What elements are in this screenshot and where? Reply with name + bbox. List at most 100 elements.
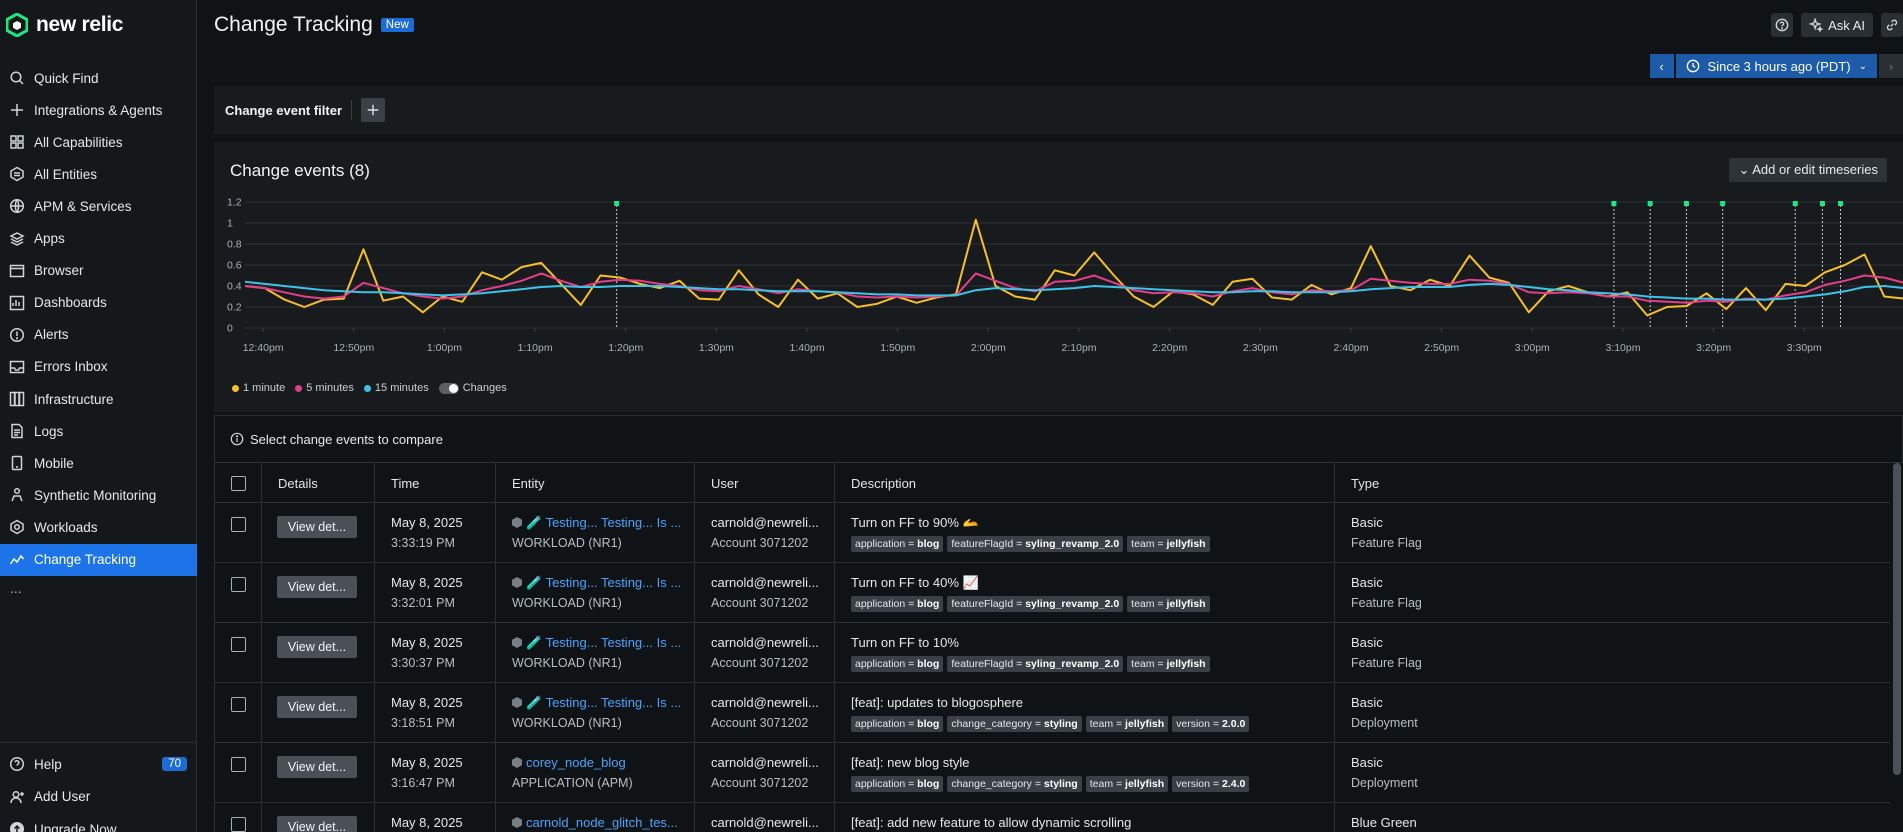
table-row[interactable]: View det... May 8, 2025 3:32:01 PM 🧪 Testin… — [215, 563, 1890, 623]
entity-link[interactable]: 🧪 Testing... Testing... Is ... — [526, 575, 682, 590]
view-details-button[interactable]: View det... — [277, 576, 357, 598]
legend-item-5-minutes[interactable]: 5 minutes — [295, 382, 354, 394]
view-details-button[interactable]: View det... — [277, 636, 357, 658]
sidebar-item-all-capabilities[interactable]: All Capabilities — [0, 126, 197, 158]
sidebar-item-alerts[interactable]: Alerts — [0, 319, 197, 351]
legend-item-15-minutes[interactable]: 15 minutes — [363, 382, 429, 394]
change-marker[interactable] — [1838, 201, 1844, 206]
legend-item-1-minute[interactable]: 1 minute — [232, 382, 285, 394]
time-cell: May 8, 2025 3:16:47 PM — [375, 743, 496, 803]
tag-chip[interactable]: team = jellyfish — [1085, 716, 1169, 732]
add-timeseries-button[interactable]: ⌄ Add or edit timeseries — [1729, 158, 1887, 182]
tag-chip[interactable]: application = blog — [851, 596, 944, 612]
sidebar-item-label: Dashboards — [34, 295, 107, 311]
sidebar-item-label: Workloads — [34, 519, 98, 535]
sidebar-item-help[interactable]: Help 70 — [0, 748, 197, 780]
brand-logo[interactable]: new relic — [0, 0, 196, 50]
tag-chip[interactable]: team = jellyfish — [1127, 656, 1210, 672]
sidebar-item-workloads[interactable]: Workloads — [0, 511, 197, 543]
sidebar-item-integrations-agents[interactable]: Integrations & Agents — [0, 94, 197, 126]
tag-chip[interactable]: featureFlagId = syling_revamp_2.0 — [947, 656, 1124, 672]
view-details-button[interactable]: View det... — [277, 816, 357, 832]
sidebar-item-dashboards[interactable]: Dashboards — [0, 287, 197, 319]
view-details-button[interactable]: View det... — [277, 516, 357, 538]
series-line-15-minutes[interactable] — [244, 280, 1903, 301]
view-details-button[interactable]: View det... — [277, 696, 357, 718]
tag-chip[interactable]: change_category = styling — [947, 716, 1082, 732]
table-scrollbar[interactable] — [1893, 463, 1901, 775]
sidebar-item-mobile[interactable]: Mobile — [0, 447, 197, 479]
row-checkbox[interactable] — [231, 637, 246, 652]
sidebar-item-browser[interactable]: Browser — [0, 255, 197, 287]
ask-ai-button[interactable]: Ask AI — [1801, 13, 1873, 37]
time-range-button[interactable]: Since 3 hours ago (PDT) ⌄ — [1675, 54, 1877, 78]
sidebar-item-logs[interactable]: Logs — [0, 415, 197, 447]
entity-link[interactable]: 🧪 Testing... Testing... Is ... — [526, 515, 682, 530]
series-line-1-minute[interactable] — [244, 218, 1903, 317]
tag-chip[interactable]: team = jellyfish — [1127, 536, 1210, 552]
table-row[interactable]: View det... May 8, 2025 3:30:37 PM 🧪 Testin… — [215, 623, 1890, 683]
sidebar-item-all-entities[interactable]: All Entities — [0, 158, 197, 190]
column-header-type[interactable]: Type — [1351, 475, 1380, 491]
tag-chip[interactable]: application = blog — [851, 536, 944, 552]
line-chart[interactable]: 1.2 1 0.8 0.6 0.4 0.2 0 12:40pm 12:50pm 1:00pm 1:1… — [214, 190, 1903, 380]
row-checkbox[interactable] — [231, 577, 246, 592]
sidebar-item-apps[interactable]: Apps — [0, 223, 197, 255]
copy-link-button[interactable] — [1881, 13, 1903, 37]
tag-chip[interactable]: version = 2.4.0 — [1172, 776, 1250, 792]
row-checkbox[interactable] — [231, 817, 246, 832]
table-row[interactable]: View det... May 8, 2025 3:16:47 PM corey_no… — [215, 743, 1890, 803]
row-checkbox[interactable] — [231, 757, 246, 772]
sidebar-item-quick-find[interactable]: Quick Find — [0, 62, 197, 94]
change-marker[interactable] — [1720, 201, 1726, 206]
change-marker[interactable] — [1647, 201, 1653, 206]
time-next-button[interactable]: › — [1879, 54, 1903, 78]
sidebar-item-change-tracking[interactable]: Change Tracking — [0, 543, 197, 576]
column-header-description[interactable]: Description — [835, 463, 1335, 503]
tag-chip[interactable]: application = blog — [851, 656, 944, 672]
view-details-button[interactable]: View det... — [277, 756, 357, 778]
sidebar-item-add-user[interactable]: Add User — [0, 781, 197, 813]
time-prev-button[interactable]: ‹ — [1649, 54, 1674, 78]
sidebar-item-apm-services[interactable]: APM & Services — [0, 190, 197, 222]
entity-link[interactable]: corey_node_blog — [526, 755, 626, 770]
entity-link[interactable]: 🧪 Testing... Testing... Is ... — [526, 695, 682, 710]
tag-chip[interactable]: featureFlagId = syling_revamp_2.0 — [947, 536, 1124, 552]
tag-chip[interactable]: team = jellyfish — [1085, 776, 1169, 792]
entity-link[interactable]: carnold_node_glitch_tes... — [526, 815, 678, 830]
change-marker[interactable] — [614, 201, 620, 206]
change-marker[interactable] — [1792, 201, 1798, 206]
sidebar-item-upgrade-now[interactable]: Upgrade Now — [0, 813, 197, 832]
column-header-user[interactable]: User — [695, 463, 835, 503]
tag-chip[interactable]: featureFlagId = syling_revamp_2.0 — [947, 596, 1124, 612]
tag-chip[interactable]: version = 2.0.0 — [1172, 716, 1250, 732]
tag-chip[interactable]: application = blog — [851, 776, 944, 792]
table-row[interactable]: View det... May 8, 2025 carnold_node_glitc… — [215, 803, 1890, 832]
change-marker[interactable] — [1611, 201, 1617, 206]
series-line-5-minutes[interactable] — [244, 272, 1903, 304]
tag-chip[interactable]: team = jellyfish — [1127, 596, 1210, 612]
add-filter-button[interactable] — [361, 98, 386, 122]
entity-link[interactable]: 🧪 Testing... Testing... Is ... — [526, 635, 682, 650]
table-row[interactable]: View det... May 8, 2025 3:18:51 PM 🧪 Testin… — [215, 683, 1890, 743]
tag-chip[interactable]: change_category = styling — [947, 776, 1082, 792]
toggle-switch[interactable] — [438, 382, 459, 394]
column-header-entity[interactable]: Entity — [496, 463, 695, 503]
row-checkbox[interactable] — [231, 517, 246, 532]
change-marker[interactable] — [1683, 201, 1689, 206]
column-header-details[interactable]: Details — [262, 463, 375, 503]
sidebar-item-infrastructure[interactable]: Infrastructure — [0, 383, 197, 415]
row-checkbox[interactable] — [231, 697, 246, 712]
sidebar-item-errors-inbox[interactable]: Errors Inbox — [0, 351, 197, 383]
event-type: Basic — [1351, 515, 1383, 530]
table-row[interactable]: View det... May 8, 2025 3:33:19 PM 🧪 Testin… — [215, 503, 1890, 563]
tag-value: 2.0.0 — [1221, 718, 1246, 730]
more-nav-button[interactable]: ... — [10, 580, 22, 596]
tag-chip[interactable]: application = blog — [851, 716, 944, 732]
change-marker[interactable] — [1819, 201, 1825, 206]
column-header-time[interactable]: Time — [375, 463, 496, 503]
changes-toggle[interactable]: Changes — [438, 382, 507, 394]
sidebar-item-synthetic-monitoring[interactable]: Synthetic Monitoring — [0, 479, 197, 511]
help-button[interactable] — [1771, 13, 1794, 37]
select-all-checkbox[interactable] — [231, 475, 246, 491]
